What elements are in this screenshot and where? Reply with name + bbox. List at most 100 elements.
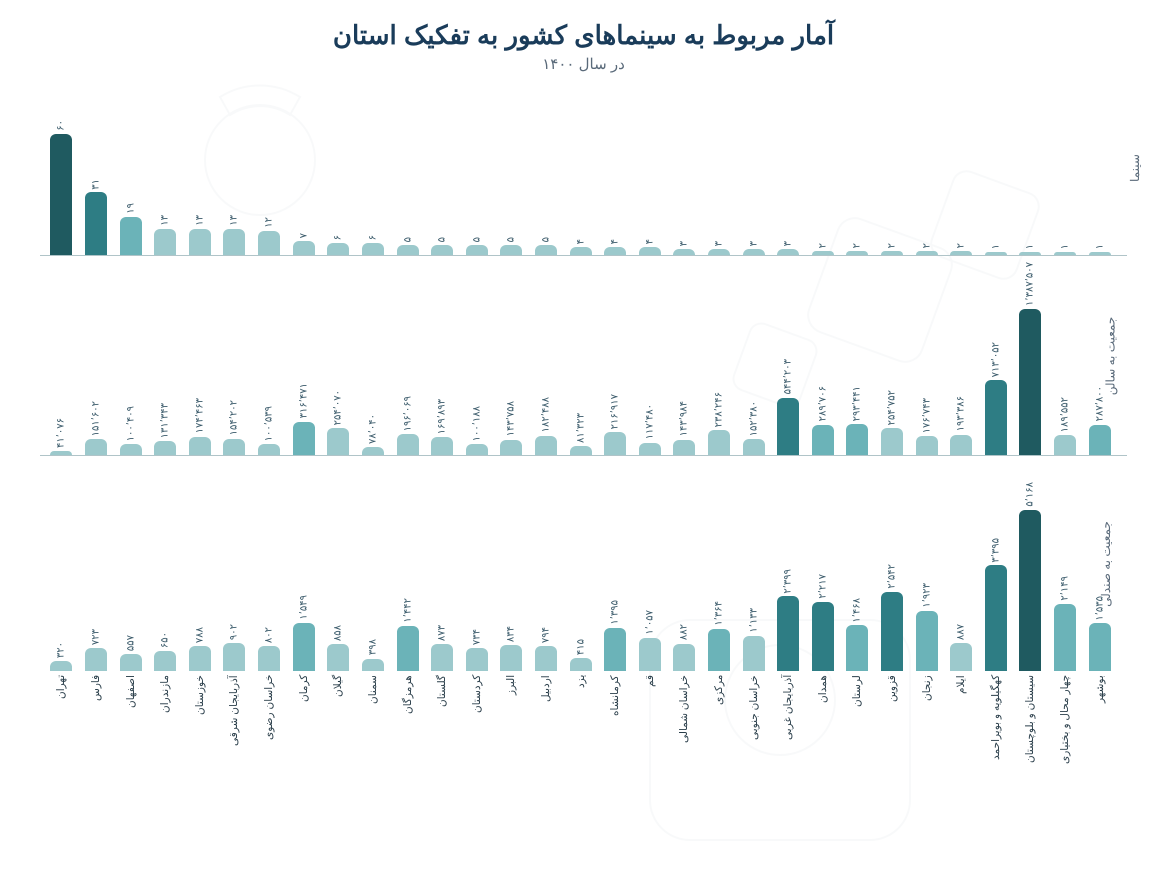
- xtick-label: خوزستان: [194, 675, 206, 781]
- bar-slot: ۴۱۵: [563, 456, 598, 671]
- bar-value-label: ۱٬۳۸۷٬۵۰۷: [1025, 262, 1036, 306]
- bar-value-label: ۱: [1060, 244, 1071, 249]
- xtick: بوشهر: [1082, 675, 1117, 781]
- bar-value-label: ۱٬۰۵۷: [644, 610, 655, 635]
- bar-value-label: ۱٬۹۲۳: [921, 583, 932, 608]
- bar: ۷۸۸: [189, 646, 211, 671]
- bar-value-label: ۱٬۴۴۲: [402, 598, 413, 623]
- bar-value-label: ۴۱۵: [575, 639, 586, 655]
- bar: ۲۵۴٬۷۵۲: [881, 428, 903, 455]
- bar-value-label: ۷۸٬۰۴۰: [367, 414, 378, 444]
- xtick: اردبیل: [529, 675, 564, 781]
- bar-value-label: ۷۳۴: [471, 629, 482, 645]
- xtick: البرز: [494, 675, 529, 781]
- bar-slot: ۱۲: [252, 81, 287, 255]
- xtick: یزد: [563, 675, 598, 781]
- bar: ۵: [466, 245, 488, 255]
- bar-slot: ۷۹۴: [529, 456, 564, 671]
- bar-value-label: ۵: [506, 237, 517, 242]
- xtick: آذربایجان غربی: [771, 675, 806, 781]
- xtick-label: اصفهان: [125, 675, 137, 781]
- bar-value-label: ۵۵۷: [125, 635, 136, 651]
- bar-slot: ۵: [425, 81, 460, 255]
- bar-slot: ۸۷۳: [425, 456, 460, 671]
- bar-value-label: ۱۵۴٬۲۰۲: [229, 400, 240, 435]
- bar-slot: ۵: [390, 81, 425, 255]
- bar: ۵۵۷: [120, 654, 142, 671]
- bar: ۷۸٬۰۴۰: [362, 447, 384, 455]
- bar-value-label: ۱۰۰٬۴۰۹: [125, 406, 136, 441]
- bar: ۱۶۹٬۸۹۳: [431, 437, 453, 455]
- chart-subtitle: در سال ۱۴۰۰: [40, 55, 1127, 73]
- bar-slot: ۱۷۴٬۴۶۳: [183, 256, 218, 455]
- bar: ۷۱۳٬۰۵۲: [985, 380, 1007, 455]
- bar-slot: ۱۱۷٬۴۸۰: [632, 256, 667, 455]
- bar: ۱۴۳٬۷۵۸: [500, 440, 522, 455]
- bar-value-label: ۱۸۹٬۵۵۲: [1060, 397, 1071, 432]
- bar-slot: ۱٬۴۶۸: [840, 456, 875, 671]
- xtick-label: ایلام: [955, 675, 967, 781]
- bar: ۲۳۸٬۲۴۶: [708, 430, 730, 455]
- xtick-label: اردبیل: [540, 675, 552, 781]
- bar: ۶۵۰: [154, 651, 176, 671]
- bar: ۴: [604, 247, 626, 255]
- bar-slot: ۱۶۹٬۸۹۳: [425, 256, 460, 455]
- bar-slot: ۲: [909, 81, 944, 255]
- bar-value-label: ۵٬۱۶۸: [1025, 482, 1036, 507]
- bar-value-label: ۵: [540, 237, 551, 242]
- bar-slot: ۷۲۳: [79, 456, 114, 671]
- bar: ۷: [293, 241, 315, 255]
- bar-slot: ۲۵۴٬۷۵۲: [875, 256, 910, 455]
- bar: ۱٬۵۴۹: [293, 623, 315, 671]
- bar-value-label: ۲: [921, 243, 932, 248]
- bar-value-label: ۱۳: [194, 215, 205, 226]
- bar-slot: ۴۱٬۰۷۶: [44, 256, 79, 455]
- bar-value-label: ۲۵۴٬۰۷۰: [333, 390, 344, 425]
- bar-slot: ۳۲۰: [44, 456, 79, 671]
- bar: ۸۸۷: [950, 643, 972, 671]
- bar: ۶: [362, 243, 384, 255]
- xtick: کرمان: [286, 675, 321, 781]
- bar: ۲۵۴٬۰۷۰: [327, 428, 349, 455]
- bar: ۵: [500, 245, 522, 255]
- xtick-label: همدان: [817, 675, 829, 781]
- bar-slot: ۲۵۴٬۰۷۰: [321, 256, 356, 455]
- bar: ۸۸۲: [673, 644, 695, 671]
- bar: ۱۵۲٬۳۸۰: [743, 439, 765, 455]
- bar-value-label: ۷۲۳: [91, 629, 102, 645]
- bar-value-label: ۲۹۳٬۴۴۱: [852, 386, 863, 421]
- panel-2: جمعیت به صندلی۳۲۰۷۲۳۵۵۷۶۵۰۷۸۸۹۰۲۸۰۲۱٬۵۴۹…: [40, 456, 1127, 671]
- xtick-label: مازندران: [159, 675, 171, 781]
- xtick: فارس: [79, 675, 114, 781]
- bar-value-label: ۲: [956, 243, 967, 248]
- bar: ۳۹۸: [362, 659, 384, 671]
- bar-slot: ۲٬۳۹۹: [771, 456, 806, 671]
- bar-slot: ۱۰۰٬۵۳۹: [252, 256, 287, 455]
- bar-slot: ۳۹۸: [356, 456, 391, 671]
- bar-slot: ۱٬۴۴۲: [390, 456, 425, 671]
- bar: ۲۱۶٬۹۱۷: [604, 432, 626, 455]
- bar-slot: ۴: [563, 81, 598, 255]
- bar-value-label: ۸۷۳: [437, 625, 448, 641]
- bar-slot: ۱۹۶٬۰۶۹: [390, 256, 425, 455]
- xtick: خوزستان: [183, 675, 218, 781]
- bar: ۷۹۴: [535, 646, 557, 671]
- bar-slot: ۶: [356, 81, 391, 255]
- bar-value-label: ۱۰۰٬۵۳۹: [264, 406, 275, 441]
- bar-slot: ۲۸۹٬۷۰۶: [806, 256, 841, 455]
- bar-value-label: ۱۴۳٬۷۵۸: [506, 401, 517, 436]
- bar-value-label: ۳۱۶٬۴۷۱: [298, 383, 309, 418]
- bar-slot: ۲۸۷٬۸۰۰: [1082, 256, 1117, 455]
- bar-slot: ۲: [840, 81, 875, 255]
- bar-value-label: ۱۶۹٬۸۹۳: [437, 399, 448, 434]
- xtick: مازندران: [148, 675, 183, 781]
- xtick-label: چهار محال و بختیاری: [1059, 675, 1071, 781]
- bars-2: ۳۲۰۷۲۳۵۵۷۶۵۰۷۸۸۹۰۲۸۰۲۱٬۵۴۹۸۵۸۳۹۸۱٬۴۴۲۸۷۳…: [40, 456, 1127, 671]
- bar-slot: ۷۱۳٬۰۵۲: [979, 256, 1014, 455]
- bar: ۳: [743, 249, 765, 255]
- bar-value-label: ۳: [748, 241, 759, 246]
- xtick: کهگیلویه و بویراحمد: [979, 675, 1014, 781]
- xtick: سیستان و بلوچستان: [1013, 675, 1048, 781]
- bar-slot: ۷: [286, 81, 321, 255]
- bar-value-label: ۳: [679, 241, 690, 246]
